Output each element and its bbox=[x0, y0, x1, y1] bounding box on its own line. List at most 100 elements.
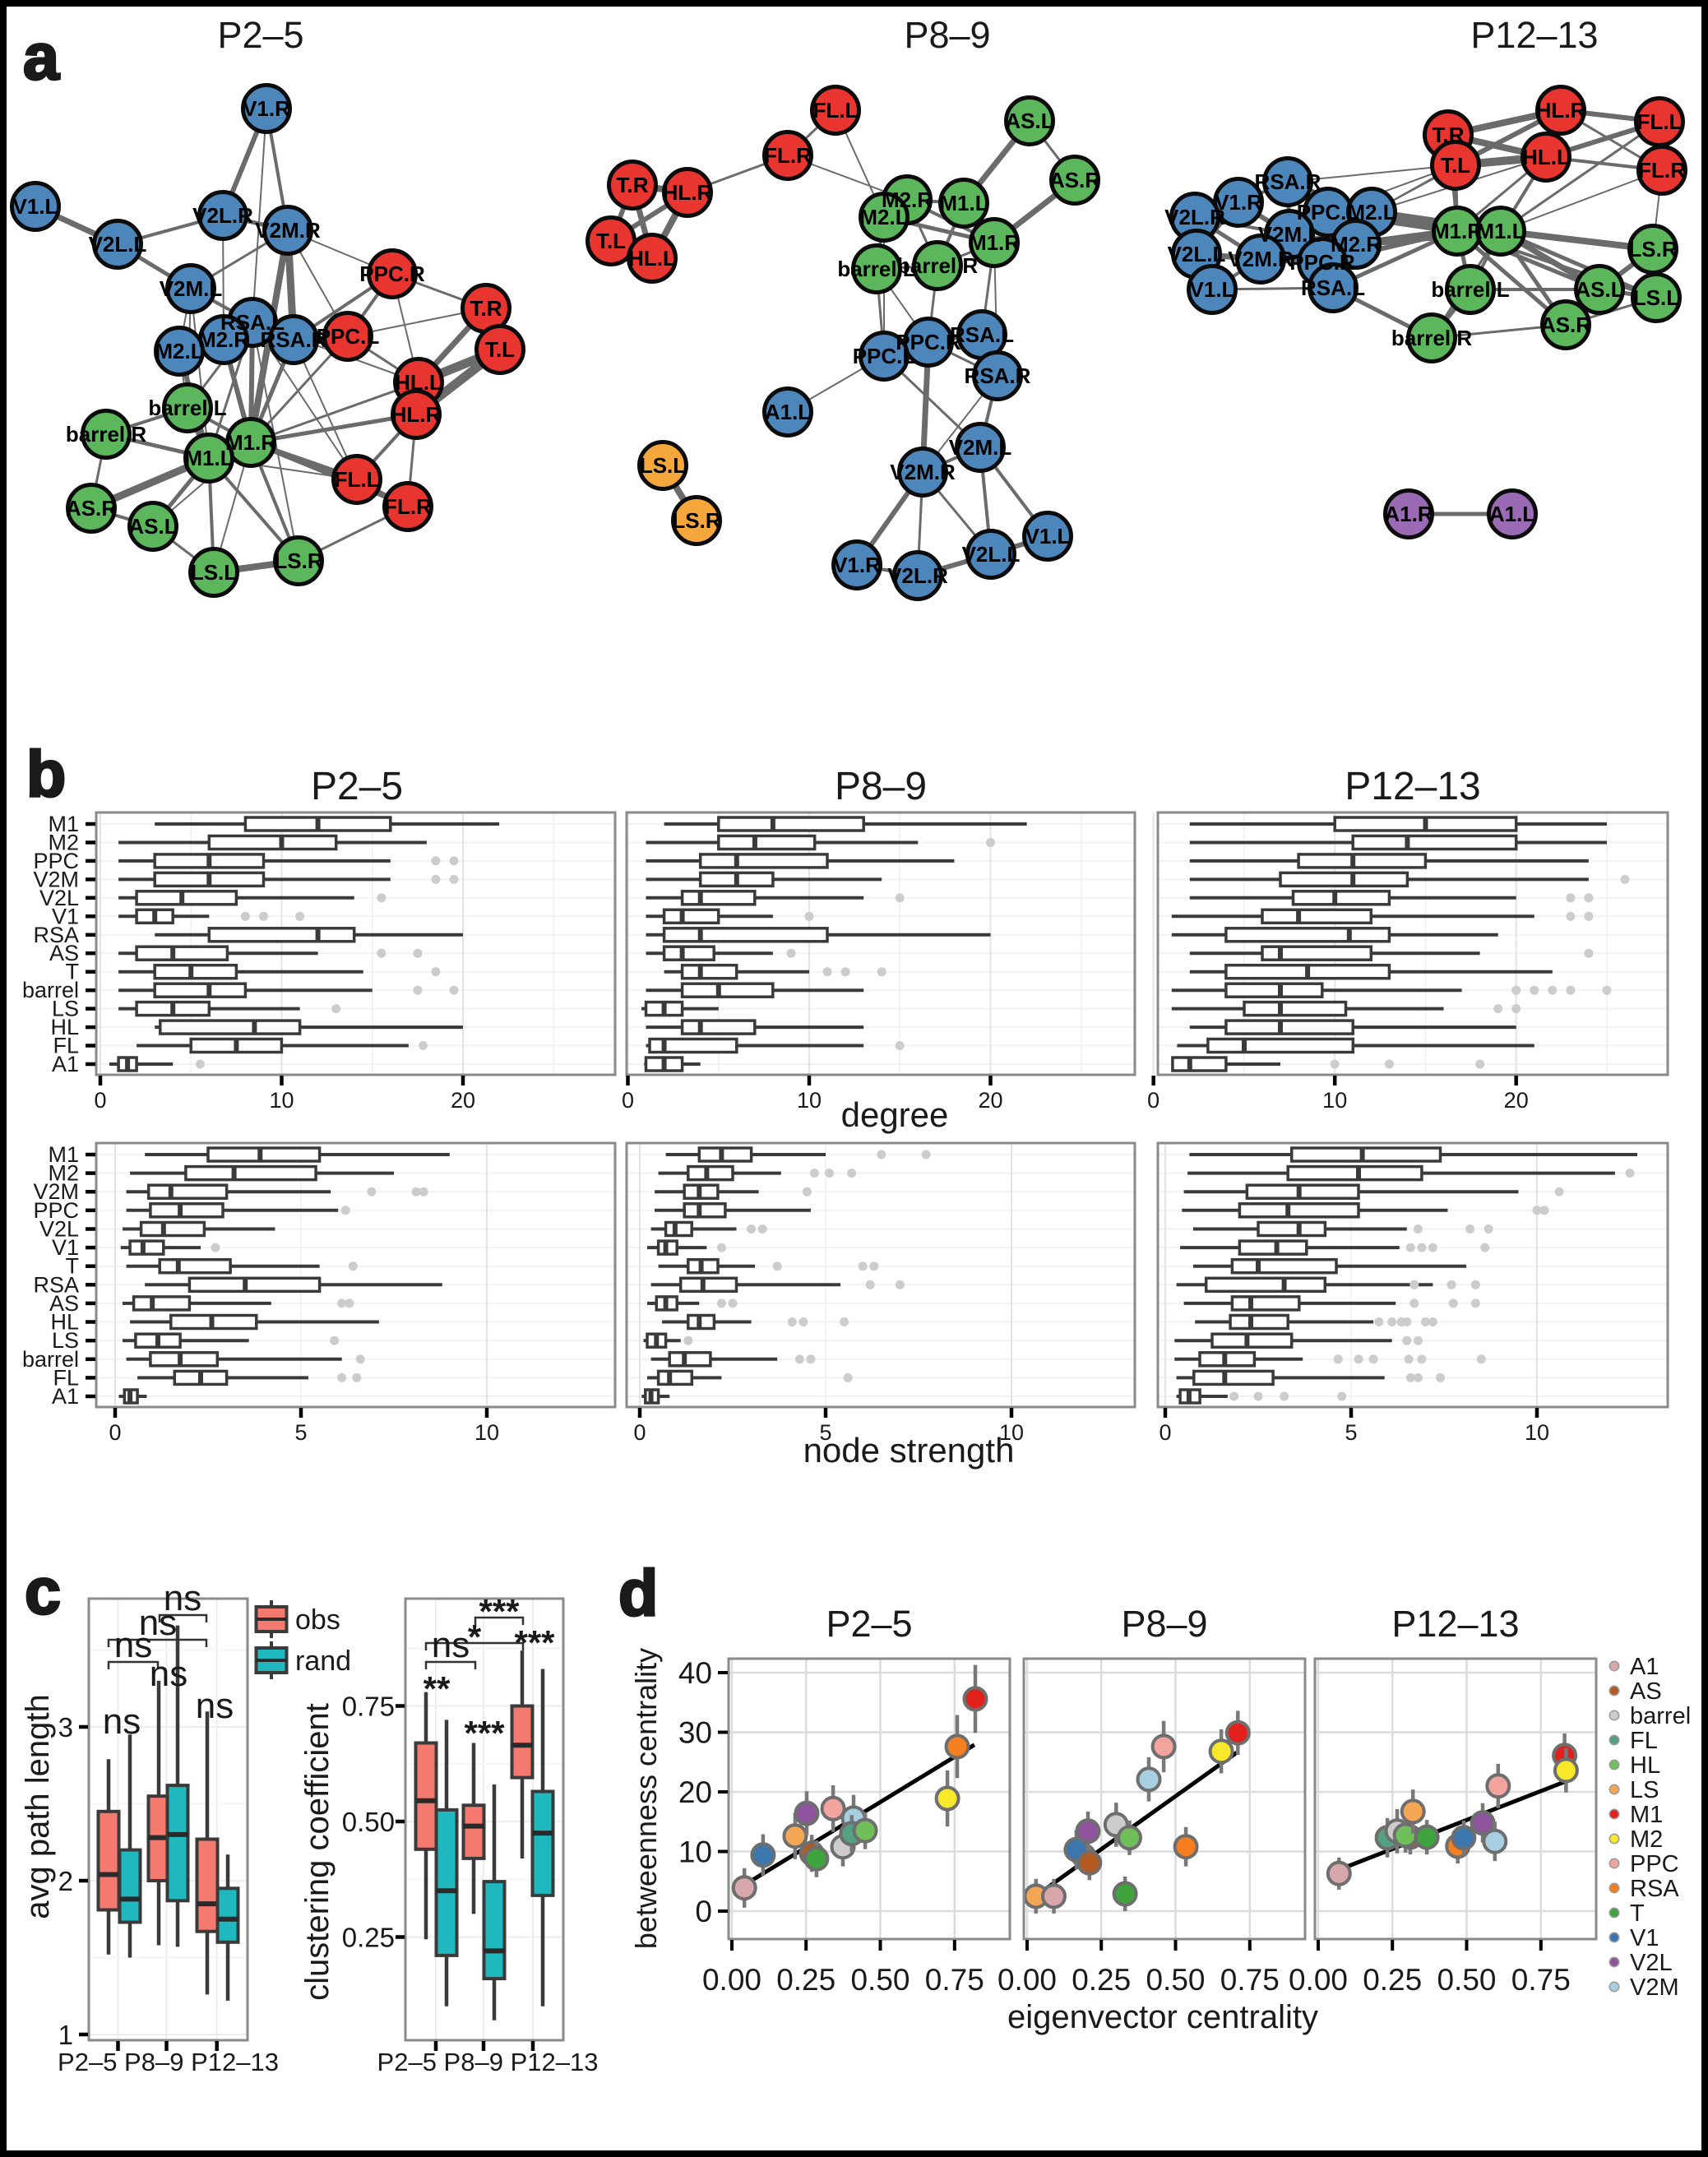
svg-text:V1: V1 bbox=[52, 904, 79, 928]
svg-text:0.25: 0.25 bbox=[1363, 1963, 1422, 1997]
svg-text:barrel.R: barrel.R bbox=[897, 253, 978, 278]
svg-text:barrel: barrel bbox=[1630, 1703, 1691, 1729]
svg-text:b: b bbox=[26, 737, 66, 810]
svg-text:V1.R: V1.R bbox=[833, 553, 881, 577]
svg-text:PPC.R: PPC.R bbox=[896, 330, 961, 354]
svg-text:PPC.R: PPC.R bbox=[359, 262, 425, 286]
svg-text:FL.L: FL.L bbox=[335, 467, 380, 492]
svg-text:T.R: T.R bbox=[470, 296, 502, 321]
svg-text:HL.R: HL.R bbox=[1536, 98, 1586, 123]
svg-text:M1.L: M1.L bbox=[1476, 219, 1525, 243]
svg-text:10: 10 bbox=[1322, 1088, 1347, 1113]
svg-text:V2L: V2L bbox=[1630, 1950, 1673, 1976]
svg-text:A1.L: A1.L bbox=[1489, 502, 1535, 526]
svg-text:d: d bbox=[618, 1556, 658, 1629]
svg-text:V1: V1 bbox=[1630, 1925, 1659, 1951]
svg-text:LS.R: LS.R bbox=[274, 549, 322, 573]
svg-text:ns: ns bbox=[164, 1578, 201, 1618]
svg-text:degree: degree bbox=[841, 1095, 949, 1134]
svg-text:T.L: T.L bbox=[485, 337, 515, 362]
svg-text:0: 0 bbox=[1159, 1420, 1171, 1445]
svg-text:barrel.R: barrel.R bbox=[1391, 326, 1472, 350]
svg-text:V2M: V2M bbox=[33, 1179, 79, 1204]
svg-text:M2.L: M2.L bbox=[1347, 200, 1396, 224]
svg-text:FL.L: FL.L bbox=[813, 98, 859, 123]
svg-text:obs: obs bbox=[295, 1604, 340, 1636]
svg-text:barrel.L: barrel.L bbox=[837, 257, 915, 281]
svg-text:eigenvector centrality: eigenvector centrality bbox=[1007, 1999, 1318, 2035]
svg-text:V1.L: V1.L bbox=[1190, 277, 1235, 302]
svg-text:T.R: T.R bbox=[617, 173, 649, 197]
svg-text:20: 20 bbox=[678, 1775, 712, 1809]
svg-text:LS.R: LS.R bbox=[672, 508, 720, 533]
svg-text:A1.R: A1.R bbox=[1384, 502, 1433, 526]
svg-text:1: 1 bbox=[58, 2020, 73, 2050]
svg-text:LS: LS bbox=[52, 997, 79, 1021]
svg-text:M1.L: M1.L bbox=[184, 446, 233, 470]
svg-text:PPC.L: PPC.L bbox=[1297, 200, 1360, 224]
svg-text:AS.R: AS.R bbox=[1049, 168, 1100, 192]
svg-text:LS.R: LS.R bbox=[1628, 237, 1677, 262]
svg-text:RSA: RSA bbox=[1630, 1876, 1679, 1902]
svg-text:0.50: 0.50 bbox=[342, 1807, 395, 1837]
svg-text:T: T bbox=[66, 960, 80, 984]
svg-text:0: 0 bbox=[633, 1420, 646, 1445]
svg-text:HL: HL bbox=[50, 1310, 79, 1335]
svg-text:0.25: 0.25 bbox=[776, 1963, 835, 1997]
svg-text:M2.R: M2.R bbox=[1331, 232, 1382, 257]
svg-text:AS: AS bbox=[1630, 1678, 1662, 1705]
svg-text:V2M: V2M bbox=[33, 867, 79, 891]
svg-text:AS: AS bbox=[49, 1291, 79, 1316]
svg-text:V2L.L: V2L.L bbox=[962, 542, 1021, 567]
svg-text:ns: ns bbox=[432, 1625, 470, 1665]
svg-text:V2M.R: V2M.R bbox=[890, 460, 956, 484]
svg-text:LS.L: LS.L bbox=[191, 560, 237, 585]
svg-text:T.L: T.L bbox=[596, 229, 626, 253]
svg-text:V2M: V2M bbox=[1630, 1974, 1679, 2001]
svg-text:A1: A1 bbox=[1630, 1654, 1659, 1680]
svg-text:V2L: V2L bbox=[39, 1217, 79, 1242]
svg-text:*: * bbox=[468, 1618, 482, 1656]
svg-text:ns: ns bbox=[150, 1654, 187, 1694]
svg-text:HL.R: HL.R bbox=[663, 180, 713, 205]
svg-text:RSA.L: RSA.L bbox=[220, 310, 285, 335]
svg-text:M2: M2 bbox=[48, 831, 79, 855]
svg-text:M1.R: M1.R bbox=[1432, 219, 1483, 243]
svg-text:10: 10 bbox=[1525, 1420, 1549, 1445]
svg-text:ns: ns bbox=[103, 1701, 141, 1742]
svg-text:0.75: 0.75 bbox=[1220, 1963, 1280, 1997]
svg-text:AS.R: AS.R bbox=[1540, 312, 1591, 337]
svg-text:10: 10 bbox=[797, 1088, 822, 1113]
svg-text:30: 30 bbox=[678, 1716, 712, 1750]
svg-text:5: 5 bbox=[1345, 1420, 1357, 1445]
svg-text:RSA.R: RSA.R bbox=[1255, 169, 1322, 194]
svg-text:V1.L: V1.L bbox=[13, 194, 58, 219]
svg-text:2: 2 bbox=[58, 1866, 73, 1896]
svg-text:0.00: 0.00 bbox=[997, 1963, 1057, 1997]
svg-text:0.25: 0.25 bbox=[342, 1923, 395, 1953]
svg-text:10: 10 bbox=[269, 1088, 294, 1113]
svg-text:avg path length: avg path length bbox=[20, 1694, 56, 1919]
svg-text:HL.R: HL.R bbox=[391, 402, 442, 427]
svg-text:V2M.L: V2M.L bbox=[1258, 222, 1322, 247]
svg-text:barrel.R: barrel.R bbox=[66, 422, 146, 447]
svg-text:FL: FL bbox=[53, 1365, 79, 1390]
svg-text:0.75: 0.75 bbox=[342, 1692, 395, 1722]
svg-text:***: *** bbox=[464, 1714, 505, 1752]
svg-text:**: ** bbox=[424, 1669, 451, 1708]
svg-text:***: *** bbox=[514, 1623, 555, 1662]
svg-text:0.50: 0.50 bbox=[1146, 1963, 1205, 1997]
svg-text:0.50: 0.50 bbox=[1437, 1963, 1496, 1997]
svg-text:0: 0 bbox=[109, 1420, 121, 1445]
svg-text:RSA.R: RSA.R bbox=[965, 363, 1031, 388]
svg-text:M1: M1 bbox=[48, 1142, 79, 1167]
svg-text:M1.R: M1.R bbox=[225, 430, 276, 455]
svg-text:V2L.R: V2L.R bbox=[887, 563, 948, 588]
svg-text:V2L.R: V2L.R bbox=[1164, 205, 1225, 229]
svg-text:PPC: PPC bbox=[33, 849, 79, 873]
svg-text:c: c bbox=[25, 1554, 61, 1627]
svg-text:HL.L: HL.L bbox=[1522, 145, 1570, 169]
svg-text:P2–5: P2–5 bbox=[217, 14, 303, 56]
svg-text:20: 20 bbox=[1504, 1088, 1529, 1113]
svg-text:V2M.L: V2M.L bbox=[949, 435, 1012, 460]
